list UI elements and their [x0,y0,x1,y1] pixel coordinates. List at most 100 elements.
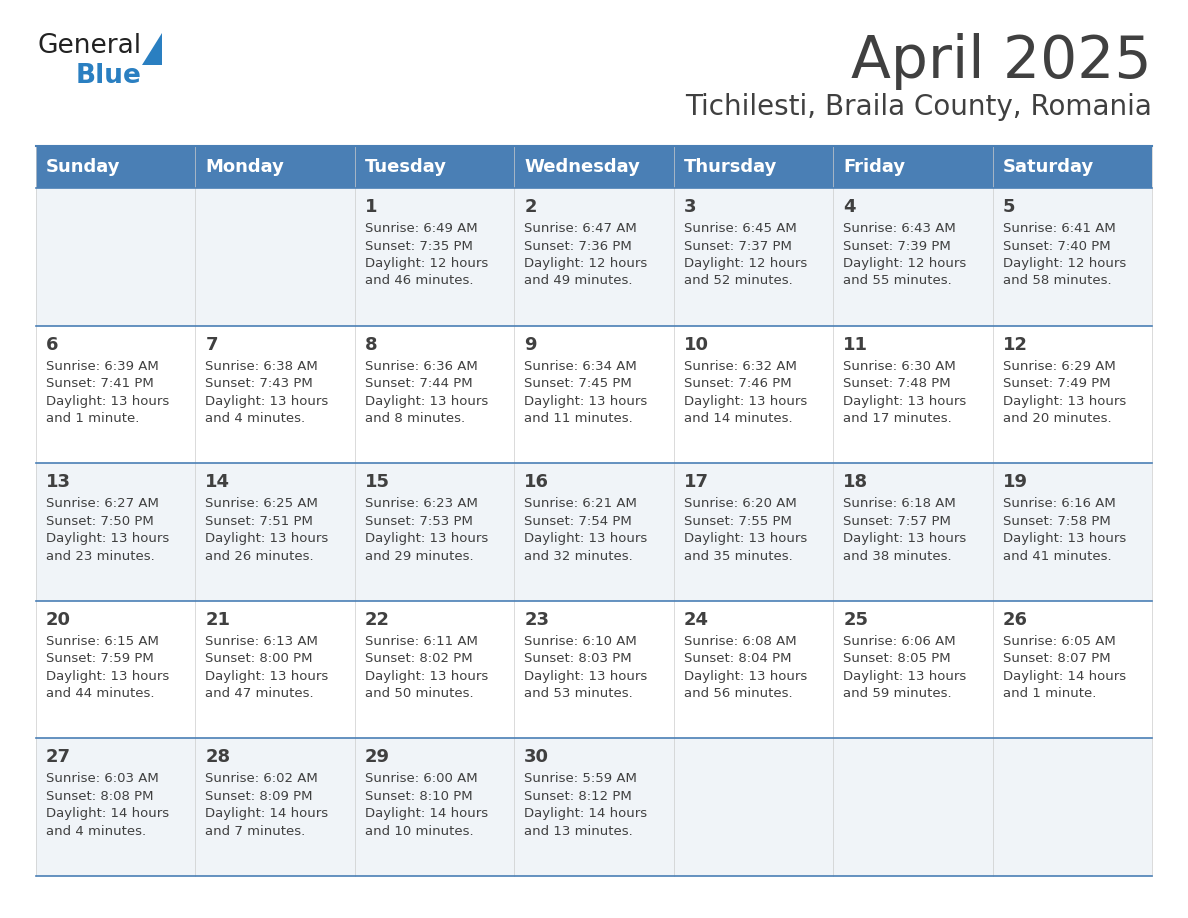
Text: 9: 9 [524,336,537,353]
Text: 26: 26 [1003,610,1028,629]
Text: Sunrise: 6:23 AM
Sunset: 7:53 PM
Daylight: 13 hours
and 29 minutes.: Sunrise: 6:23 AM Sunset: 7:53 PM Dayligh… [365,498,488,563]
Text: Sunrise: 6:02 AM
Sunset: 8:09 PM
Daylight: 14 hours
and 7 minutes.: Sunrise: 6:02 AM Sunset: 8:09 PM Dayligh… [206,772,329,838]
Bar [992,738,1152,876]
Bar [36,464,196,600]
Bar [833,146,992,188]
Bar [833,464,992,600]
Text: 14: 14 [206,473,230,491]
Text: Sunrise: 6:20 AM
Sunset: 7:55 PM
Daylight: 13 hours
and 35 minutes.: Sunrise: 6:20 AM Sunset: 7:55 PM Dayligh… [684,498,807,563]
Bar [36,188,196,326]
Bar [196,600,355,738]
Text: Sunrise: 6:16 AM
Sunset: 7:58 PM
Daylight: 13 hours
and 41 minutes.: Sunrise: 6:16 AM Sunset: 7:58 PM Dayligh… [1003,498,1126,563]
Bar [833,600,992,738]
Text: Sunrise: 6:05 AM
Sunset: 8:07 PM
Daylight: 14 hours
and 1 minute.: Sunrise: 6:05 AM Sunset: 8:07 PM Dayligh… [1003,635,1126,700]
Bar [514,146,674,188]
Bar [196,464,355,600]
Text: Sunrise: 6:32 AM
Sunset: 7:46 PM
Daylight: 13 hours
and 14 minutes.: Sunrise: 6:32 AM Sunset: 7:46 PM Dayligh… [684,360,807,425]
Text: 12: 12 [1003,336,1028,353]
Text: 18: 18 [843,473,868,491]
Bar [355,146,514,188]
Text: Sunrise: 6:47 AM
Sunset: 7:36 PM
Daylight: 12 hours
and 49 minutes.: Sunrise: 6:47 AM Sunset: 7:36 PM Dayligh… [524,222,647,287]
Bar [992,464,1152,600]
Bar [355,188,514,326]
Text: 5: 5 [1003,198,1015,216]
Text: 4: 4 [843,198,855,216]
Bar [674,188,833,326]
Bar [674,326,833,464]
Bar [196,738,355,876]
Bar [355,738,514,876]
Text: 25: 25 [843,610,868,629]
Text: Sunrise: 6:06 AM
Sunset: 8:05 PM
Daylight: 13 hours
and 59 minutes.: Sunrise: 6:06 AM Sunset: 8:05 PM Dayligh… [843,635,966,700]
Text: 2: 2 [524,198,537,216]
Text: 19: 19 [1003,473,1028,491]
Text: Sunrise: 6:29 AM
Sunset: 7:49 PM
Daylight: 13 hours
and 20 minutes.: Sunrise: 6:29 AM Sunset: 7:49 PM Dayligh… [1003,360,1126,425]
Text: Thursday: Thursday [684,158,777,176]
Text: Blue: Blue [76,63,141,89]
Text: Monday: Monday [206,158,284,176]
Bar [992,188,1152,326]
Text: Sunrise: 6:38 AM
Sunset: 7:43 PM
Daylight: 13 hours
and 4 minutes.: Sunrise: 6:38 AM Sunset: 7:43 PM Dayligh… [206,360,329,425]
Bar [355,326,514,464]
Text: Sunrise: 6:21 AM
Sunset: 7:54 PM
Daylight: 13 hours
and 32 minutes.: Sunrise: 6:21 AM Sunset: 7:54 PM Dayligh… [524,498,647,563]
Text: 13: 13 [46,473,71,491]
Bar [355,464,514,600]
Text: Sunrise: 6:30 AM
Sunset: 7:48 PM
Daylight: 13 hours
and 17 minutes.: Sunrise: 6:30 AM Sunset: 7:48 PM Dayligh… [843,360,966,425]
Bar [833,738,992,876]
Bar [196,146,355,188]
Bar [674,600,833,738]
Text: Sunrise: 6:36 AM
Sunset: 7:44 PM
Daylight: 13 hours
and 8 minutes.: Sunrise: 6:36 AM Sunset: 7:44 PM Dayligh… [365,360,488,425]
Text: 24: 24 [684,610,709,629]
Text: Sunrise: 6:45 AM
Sunset: 7:37 PM
Daylight: 12 hours
and 52 minutes.: Sunrise: 6:45 AM Sunset: 7:37 PM Dayligh… [684,222,807,287]
Text: 15: 15 [365,473,390,491]
Bar [833,188,992,326]
Text: 29: 29 [365,748,390,767]
Text: Sunrise: 6:27 AM
Sunset: 7:50 PM
Daylight: 13 hours
and 23 minutes.: Sunrise: 6:27 AM Sunset: 7:50 PM Dayligh… [46,498,169,563]
Text: Sunrise: 6:13 AM
Sunset: 8:00 PM
Daylight: 13 hours
and 47 minutes.: Sunrise: 6:13 AM Sunset: 8:00 PM Dayligh… [206,635,329,700]
Bar [355,600,514,738]
Text: Sunrise: 6:18 AM
Sunset: 7:57 PM
Daylight: 13 hours
and 38 minutes.: Sunrise: 6:18 AM Sunset: 7:57 PM Dayligh… [843,498,966,563]
Text: 23: 23 [524,610,549,629]
Text: Sunrise: 6:08 AM
Sunset: 8:04 PM
Daylight: 13 hours
and 56 minutes.: Sunrise: 6:08 AM Sunset: 8:04 PM Dayligh… [684,635,807,700]
Text: Tichilesti, Braila County, Romania: Tichilesti, Braila County, Romania [685,93,1152,121]
Text: Sunrise: 6:10 AM
Sunset: 8:03 PM
Daylight: 13 hours
and 53 minutes.: Sunrise: 6:10 AM Sunset: 8:03 PM Dayligh… [524,635,647,700]
Text: 17: 17 [684,473,709,491]
Text: 1: 1 [365,198,378,216]
Bar [992,326,1152,464]
Text: Sunrise: 6:03 AM
Sunset: 8:08 PM
Daylight: 14 hours
and 4 minutes.: Sunrise: 6:03 AM Sunset: 8:08 PM Dayligh… [46,772,169,838]
Text: Sunrise: 6:49 AM
Sunset: 7:35 PM
Daylight: 12 hours
and 46 minutes.: Sunrise: 6:49 AM Sunset: 7:35 PM Dayligh… [365,222,488,287]
Text: 11: 11 [843,336,868,353]
Text: 6: 6 [46,336,58,353]
Text: Sunrise: 6:39 AM
Sunset: 7:41 PM
Daylight: 13 hours
and 1 minute.: Sunrise: 6:39 AM Sunset: 7:41 PM Dayligh… [46,360,169,425]
Bar [992,146,1152,188]
Bar [514,188,674,326]
Bar [833,326,992,464]
Text: Tuesday: Tuesday [365,158,447,176]
Bar [196,188,355,326]
Text: 7: 7 [206,336,217,353]
Text: 21: 21 [206,610,230,629]
Bar [36,738,196,876]
Text: Sunday: Sunday [46,158,120,176]
Text: Sunrise: 6:25 AM
Sunset: 7:51 PM
Daylight: 13 hours
and 26 minutes.: Sunrise: 6:25 AM Sunset: 7:51 PM Dayligh… [206,498,329,563]
Polygon shape [143,33,162,65]
Text: 22: 22 [365,610,390,629]
Bar [674,146,833,188]
Bar [36,326,196,464]
Bar [514,738,674,876]
Text: 8: 8 [365,336,378,353]
Text: 28: 28 [206,748,230,767]
Text: Sunrise: 5:59 AM
Sunset: 8:12 PM
Daylight: 14 hours
and 13 minutes.: Sunrise: 5:59 AM Sunset: 8:12 PM Dayligh… [524,772,647,838]
Text: Friday: Friday [843,158,905,176]
Text: 20: 20 [46,610,71,629]
Text: April 2025: April 2025 [852,33,1152,90]
Text: 10: 10 [684,336,709,353]
Text: 30: 30 [524,748,549,767]
Bar [992,600,1152,738]
Text: 16: 16 [524,473,549,491]
Bar [36,600,196,738]
Text: 27: 27 [46,748,71,767]
Bar [36,146,196,188]
Bar [514,464,674,600]
Text: Sunrise: 6:15 AM
Sunset: 7:59 PM
Daylight: 13 hours
and 44 minutes.: Sunrise: 6:15 AM Sunset: 7:59 PM Dayligh… [46,635,169,700]
